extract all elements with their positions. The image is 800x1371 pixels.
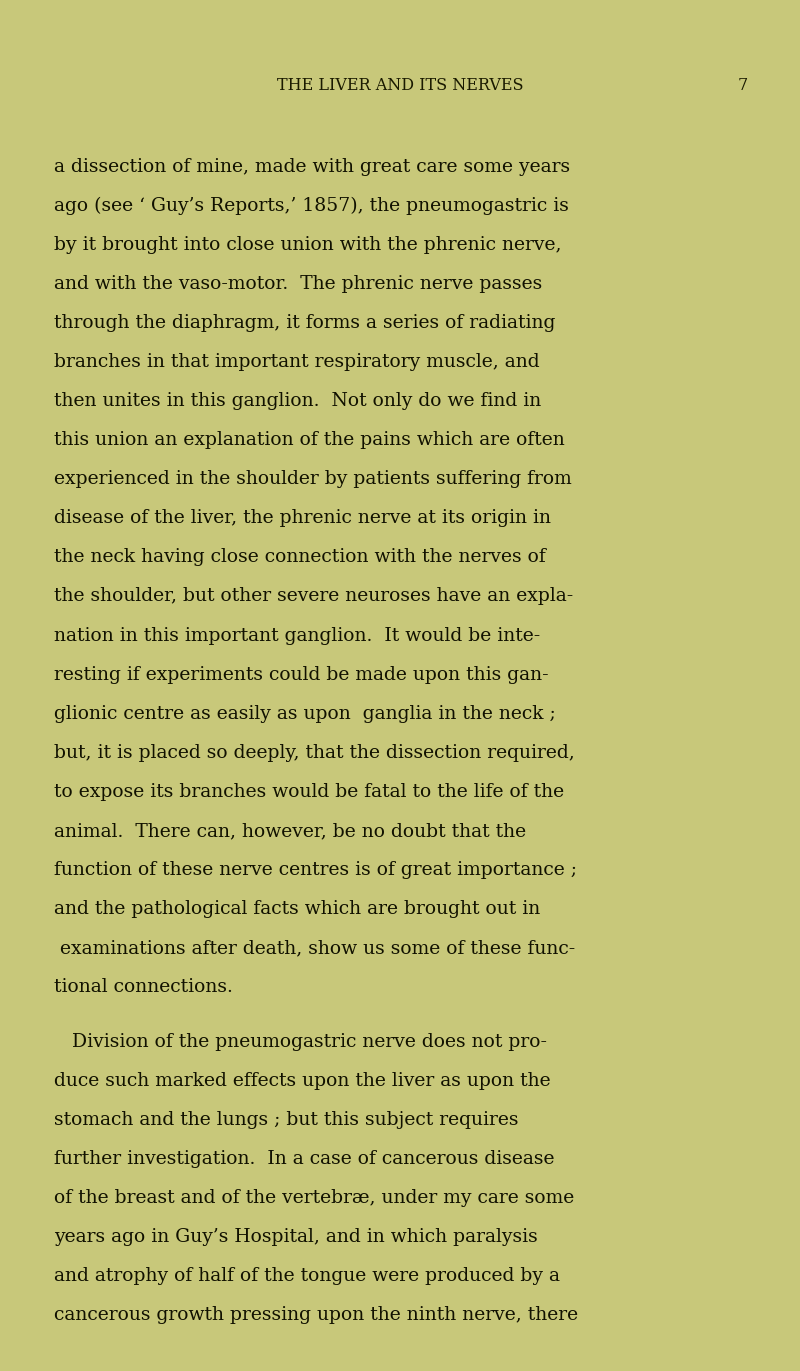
Text: branches in that important respiratory muscle, and: branches in that important respiratory m… [54, 352, 540, 372]
Text: the shoulder, but other severe neuroses have an expla-: the shoulder, but other severe neuroses … [54, 587, 574, 606]
Text: Division of the pneumogastric nerve does not pro-: Division of the pneumogastric nerve does… [54, 1032, 547, 1052]
Text: experienced in the shoulder by patients suffering from: experienced in the shoulder by patients … [54, 470, 572, 488]
Text: and atrophy of half of the tongue were produced by a: and atrophy of half of the tongue were p… [54, 1267, 560, 1286]
Text: and with the vaso-motor.  The phrenic nerve passes: and with the vaso-motor. The phrenic ner… [54, 274, 542, 293]
Text: duce such marked effects upon the liver as upon the: duce such marked effects upon the liver … [54, 1072, 551, 1090]
Text: function of these nerve centres is of great importance ;: function of these nerve centres is of gr… [54, 861, 578, 879]
Text: disease of the liver, the phrenic nerve at its origin in: disease of the liver, the phrenic nerve … [54, 509, 551, 528]
Text: years ago in Guy’s Hospital, and in which paralysis: years ago in Guy’s Hospital, and in whic… [54, 1228, 538, 1246]
Text: of the breast and of the vertebræ, under my care some: of the breast and of the vertebræ, under… [54, 1189, 574, 1208]
Text: to expose its branches would be fatal to the life of the: to expose its branches would be fatal to… [54, 783, 565, 801]
Text: by it brought into close union with the phrenic nerve,: by it brought into close union with the … [54, 236, 562, 254]
Text: animal.  There can, however, be no doubt that the: animal. There can, however, be no doubt … [54, 821, 526, 840]
Text: glionic centre as easily as upon  ganglia in the neck ;: glionic centre as easily as upon ganglia… [54, 705, 556, 723]
Text: further investigation.  In a case of cancerous disease: further investigation. In a case of canc… [54, 1150, 555, 1168]
Text: tional connections.: tional connections. [54, 978, 234, 997]
Text: ago (see ‘ Guy’s Reports,’ 1857), the pneumogastric is: ago (see ‘ Guy’s Reports,’ 1857), the pn… [54, 196, 570, 215]
Text: cancerous growth pressing upon the ninth nerve, there: cancerous growth pressing upon the ninth… [54, 1307, 578, 1324]
Text: this union an explanation of the pains which are often: this union an explanation of the pains w… [54, 430, 565, 450]
Text: and the pathological facts which are brought out in: and the pathological facts which are bro… [54, 899, 541, 919]
Text: stomach and the lungs ; but this subject requires: stomach and the lungs ; but this subject… [54, 1111, 519, 1130]
Text: then unites in this ganglion.  Not only do we find in: then unites in this ganglion. Not only d… [54, 392, 542, 410]
Text: resting if experiments could be made upon this gan-: resting if experiments could be made upo… [54, 665, 549, 684]
Text: THE LIVER AND ITS NERVES: THE LIVER AND ITS NERVES [277, 77, 523, 93]
Text: nation in this important ganglion.  It would be inte-: nation in this important ganglion. It wo… [54, 627, 541, 644]
Text: the neck having close connection with the nerves of: the neck having close connection with th… [54, 548, 546, 566]
Text: 7: 7 [738, 77, 748, 93]
Text: but, it is placed so deeply, that the dissection required,: but, it is placed so deeply, that the di… [54, 743, 575, 762]
Text: examinations after death, show us some of these func-: examinations after death, show us some o… [54, 939, 576, 957]
Text: a dissection of mine, made with great care some years: a dissection of mine, made with great ca… [54, 158, 570, 175]
Text: through the diaphragm, it forms a series of radiating: through the diaphragm, it forms a series… [54, 314, 556, 332]
